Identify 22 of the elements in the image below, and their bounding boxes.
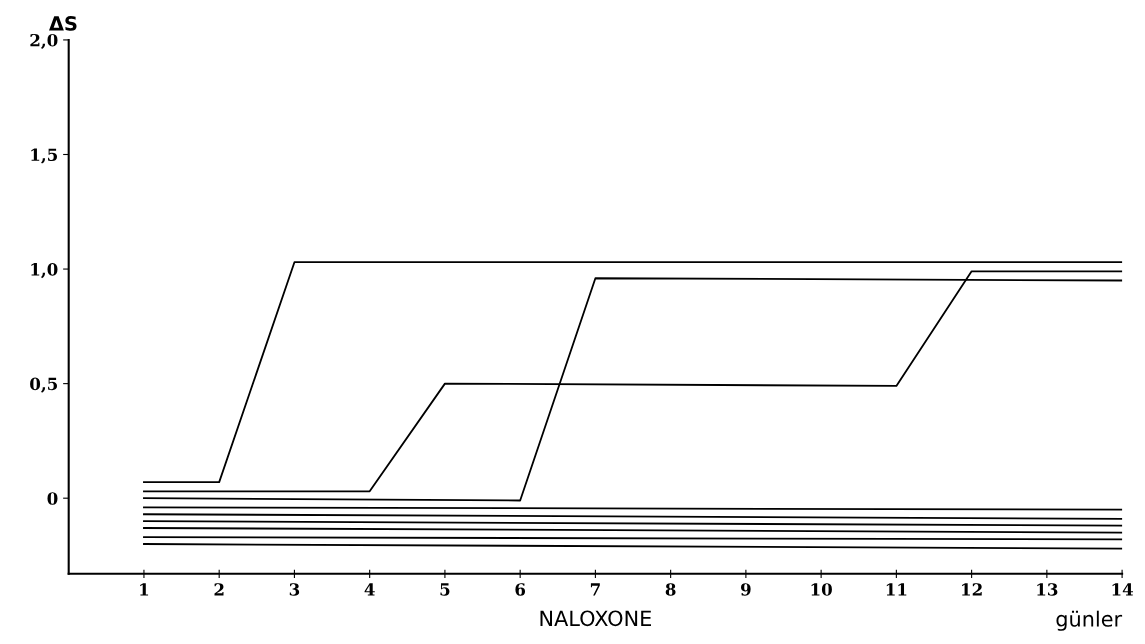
- x-tick-label: 11: [886, 583, 907, 596]
- x-tick-label: 7: [590, 583, 600, 596]
- x-tick-label: 4: [364, 583, 375, 596]
- y-tick-label: 0: [47, 492, 58, 505]
- x-tick-label: 13: [1037, 583, 1058, 596]
- x-tick-label: 6: [515, 583, 526, 596]
- x-axis-title: NALOXONE: [540, 610, 651, 627]
- x-tick-label: 14: [1112, 583, 1134, 596]
- x-tick-label: 3: [289, 583, 300, 596]
- text: günler: [1056, 610, 1123, 631]
- x-tick-label: 9: [740, 583, 751, 596]
- x-tick-label: 5: [440, 583, 450, 596]
- y-tick-label: 0,5: [30, 377, 58, 393]
- x-tick-label: 12: [962, 583, 982, 596]
- y-tick-label: 2,0: [30, 33, 58, 50]
- x-tick-label: 2: [214, 583, 224, 596]
- y-axis-title: ΔS: [49, 16, 77, 31]
- y-tick-label: 1,0: [31, 263, 58, 279]
- x-tick-label: 8: [665, 583, 676, 596]
- x-tick-label: 1: [140, 583, 149, 596]
- y-tick-label: 1,5: [31, 148, 58, 164]
- x-tick-label: 10: [811, 583, 832, 596]
